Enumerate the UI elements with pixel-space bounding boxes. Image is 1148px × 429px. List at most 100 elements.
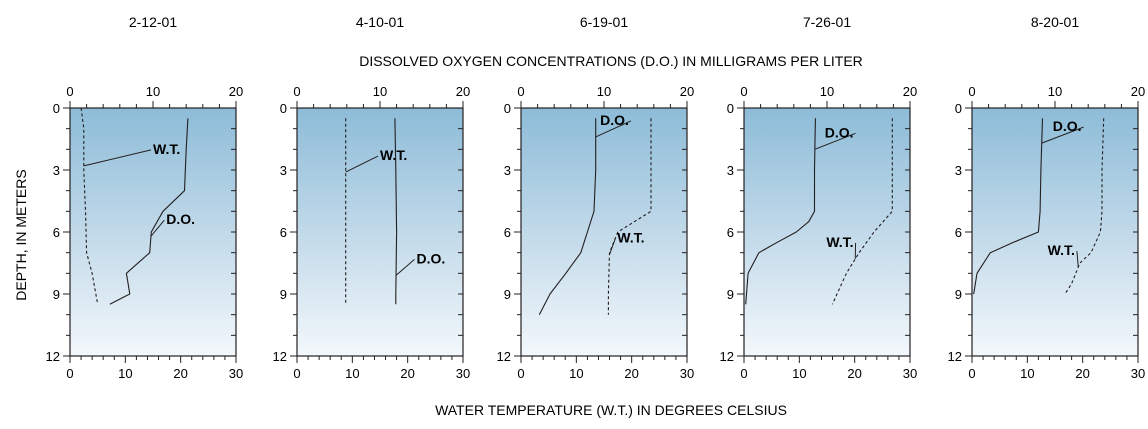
do-profile-line: [973, 118, 1044, 295]
panel-4-10-01: 4-10-01 0 10 20 0 10 20 30 0 3 6 9 12 D.O. W.T.: [273, 14, 471, 381]
do-tick-label: 10: [373, 84, 387, 99]
wt-profile-line: [831, 118, 893, 305]
wt-profile-line: [607, 118, 652, 315]
do-tick-label: 20: [680, 84, 694, 99]
wt-tick-label: 10: [118, 366, 132, 381]
wt-tick-label: 10: [792, 366, 806, 381]
depth-tick-label: 3: [504, 163, 511, 178]
depth-tick-label: 12: [46, 349, 60, 364]
do-series-label: D.O.: [1053, 118, 1082, 134]
do-tick-label: 10: [1048, 84, 1062, 99]
wt-tick-label: 20: [847, 366, 861, 381]
panel-date: 7-26-01: [803, 14, 851, 30]
depth-tick-label: 9: [53, 287, 60, 302]
wt-tick-label: 0: [968, 366, 975, 381]
depth-tick-label: 6: [504, 225, 511, 240]
do-tick-label: 0: [517, 84, 524, 99]
depth-tick-label: 12: [948, 349, 962, 364]
depth-tick-label: 0: [727, 101, 734, 116]
panel-date: 4-10-01: [356, 14, 404, 30]
do-series-label: D.O.: [825, 124, 854, 140]
depth-tick-label: 6: [955, 225, 962, 240]
depth-tick-label: 0: [53, 101, 60, 116]
do-tick-label: 20: [229, 84, 243, 99]
top-axis-label: DISSOLVED OXYGEN CONCENTRATIONS (D.O.) I…: [359, 53, 863, 69]
wt-tick-label: 0: [66, 366, 73, 381]
do-tick-label: 20: [1131, 84, 1145, 99]
wt-tick-label: 0: [293, 366, 300, 381]
depth-tick-label: 12: [497, 349, 511, 364]
panel-8-20-01: 8-20-01 0 10 20 0 10 20 30 0 3 6 9 12 D.O. W.T.: [948, 14, 1146, 381]
plot-frame: [69, 107, 237, 357]
wt-label-leader: [1076, 251, 1079, 268]
depth-tick-label: 12: [720, 349, 734, 364]
wt-profile-line: [80, 107, 99, 305]
wt-series-label: W.T.: [617, 230, 644, 246]
do-label-leader: [395, 259, 415, 276]
wt-tick-label: 30: [1131, 366, 1145, 381]
depth-tick-label: 0: [955, 101, 962, 116]
depth-tick-label: 6: [53, 225, 60, 240]
wt-tick-label: 10: [1020, 366, 1034, 381]
do-profile-line: [109, 118, 189, 305]
panel-6-19-01: 6-19-01 0 10 20 0 10 20 30 0 3 6 9 12 D.O. W.T.: [497, 14, 695, 381]
wt-tick-label: 0: [740, 366, 747, 381]
do-tick-label: 10: [146, 84, 160, 99]
wt-tick-label: 10: [569, 366, 583, 381]
do-tick-label: 10: [597, 84, 611, 99]
panel-date: 2-12-01: [129, 14, 177, 30]
panel-2-12-01: 2-12-01 0 10 20 0 10 20 30 0 3 6 9 12 D.O. W.T.: [46, 14, 244, 381]
depth-axis-label: DEPTH, IN METERS: [13, 169, 29, 300]
wt-tick-label: 20: [1075, 366, 1089, 381]
plot-frame: [520, 107, 688, 357]
do-series-label: D.O.: [166, 211, 195, 227]
depth-tick-label: 3: [280, 163, 287, 178]
depth-tick-label: 3: [955, 163, 962, 178]
do-tick-label: 10: [820, 84, 834, 99]
depth-tick-label: 3: [53, 163, 60, 178]
wt-tick-label: 20: [624, 366, 638, 381]
depth-tick-label: 0: [280, 101, 287, 116]
do-profile-line: [538, 118, 597, 315]
panel-date: 8-20-01: [1031, 14, 1079, 30]
depth-tick-label: 9: [955, 287, 962, 302]
wt-tick-label: 30: [680, 366, 694, 381]
do-tick-label: 20: [456, 84, 470, 99]
depth-tick-label: 9: [727, 287, 734, 302]
wt-tick-label: 30: [229, 366, 243, 381]
do-label-leader: [595, 120, 632, 138]
depth-tick-label: 12: [273, 349, 287, 364]
bottom-axis-label: WATER TEMPERATURE (W.T.) IN DEGREES CELS…: [435, 402, 787, 418]
wt-label-leader: [83, 149, 152, 167]
wt-tick-label: 0: [517, 366, 524, 381]
wt-tick-label: 30: [456, 366, 470, 381]
panel-7-26-01: 7-26-01 0 10 20 0 10 20 30 0 3 6 9 12 D.O. W.T.: [720, 14, 918, 381]
wt-tick-label: 20: [173, 366, 187, 381]
depth-tick-label: 6: [727, 225, 734, 240]
do-label-leader: [814, 132, 856, 150]
panel-date: 6-19-01: [580, 14, 628, 30]
depth-tick-label: 6: [280, 225, 287, 240]
wt-tick-label: 10: [345, 366, 359, 381]
do-series-label: D.O.: [600, 112, 629, 128]
do-label-leader: [150, 219, 165, 237]
panels: 2-12-010 10 200 10 20 30036912D.O.W.T.4-10-01…: [46, 14, 1146, 381]
depth-tick-label: 9: [504, 287, 511, 302]
wt-label-leader: [345, 155, 379, 173]
depth-tick-label: 0: [504, 101, 511, 116]
plot-frame: [743, 107, 911, 357]
do-tick-label: 0: [293, 84, 300, 99]
do-label-leader: [1041, 126, 1084, 144]
do-tick-label: 0: [66, 84, 73, 99]
wt-label-leader: [609, 238, 616, 255]
wt-tick-label: 20: [400, 366, 414, 381]
do-profile-line: [394, 118, 398, 305]
wt-series-label: W.T.: [153, 141, 180, 157]
wt-tick-label: 30: [903, 366, 917, 381]
wt-series-label: W.T.: [826, 234, 853, 250]
depth-tick-label: 3: [727, 163, 734, 178]
do-profile-line: [745, 118, 816, 305]
do-tick-label: 0: [740, 84, 747, 99]
wt-series-label: W.T.: [380, 147, 407, 163]
